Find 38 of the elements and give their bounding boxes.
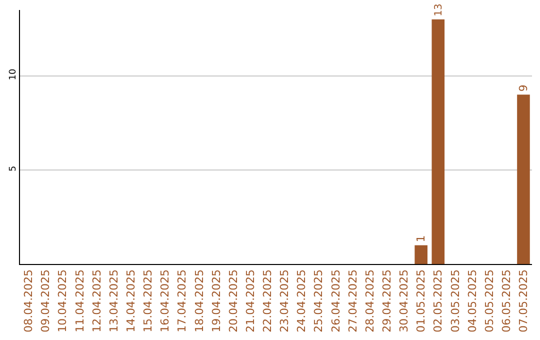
x-tick-label: 07.05.2025 xyxy=(517,269,530,332)
x-tick-label: 05.05.2025 xyxy=(482,269,496,332)
x-tick-label: 23.04.2025 xyxy=(278,269,292,332)
bar xyxy=(432,19,445,264)
x-tick-label: 29.04.2025 xyxy=(380,269,394,332)
x-tick-label: 09.04.2025 xyxy=(39,269,52,332)
x-tick-label: 22.04.2025 xyxy=(261,269,274,332)
x-tick-label: 14.04.2025 xyxy=(124,269,138,332)
x-tick-label: 26.04.2025 xyxy=(329,269,342,332)
x-tick-label: 08.04.2025 xyxy=(22,269,36,332)
x-tick-label: 27.04.2025 xyxy=(346,269,360,332)
bar xyxy=(517,94,530,264)
x-tick-label: 01.05.2025 xyxy=(414,269,428,332)
x-tick-label: 24.04.2025 xyxy=(295,269,308,332)
bar xyxy=(414,245,428,264)
x-tick-label: 15.04.2025 xyxy=(142,269,155,332)
x-tick-label: 21.04.2025 xyxy=(244,269,257,332)
x-tick-label: 25.04.2025 xyxy=(312,269,326,332)
x-tick-label: 02.05.2025 xyxy=(432,269,445,332)
x-tick-label: 06.05.2025 xyxy=(500,269,513,332)
data-label: 13 xyxy=(433,4,444,16)
data-label: 9 xyxy=(516,84,530,92)
x-tick-label: 12.04.2025 xyxy=(90,269,104,332)
x-tick-label: 13.04.2025 xyxy=(107,269,120,332)
x-tick-label: 10.04.2025 xyxy=(56,269,70,332)
x-tick-label: 17.04.2025 xyxy=(176,269,189,332)
y-tick-label: 5 xyxy=(8,166,18,172)
x-tick-label: 03.05.2025 xyxy=(448,269,462,332)
x-tick-label: 19.04.2025 xyxy=(210,269,223,332)
x-tick-label: 20.04.2025 xyxy=(226,269,240,332)
y-tick-label: 10 xyxy=(8,68,18,80)
x-tick-label: 18.04.2025 xyxy=(192,269,206,332)
data-label: 1 xyxy=(414,235,428,242)
x-tick-label: 30.04.2025 xyxy=(398,269,411,332)
x-tick-label: 11.04.2025 xyxy=(73,269,86,332)
x-tick-label: 04.05.2025 xyxy=(466,269,479,332)
x-tick-label: 16.04.2025 xyxy=(158,269,172,332)
x-tick-label: 28.04.2025 xyxy=(363,269,376,332)
